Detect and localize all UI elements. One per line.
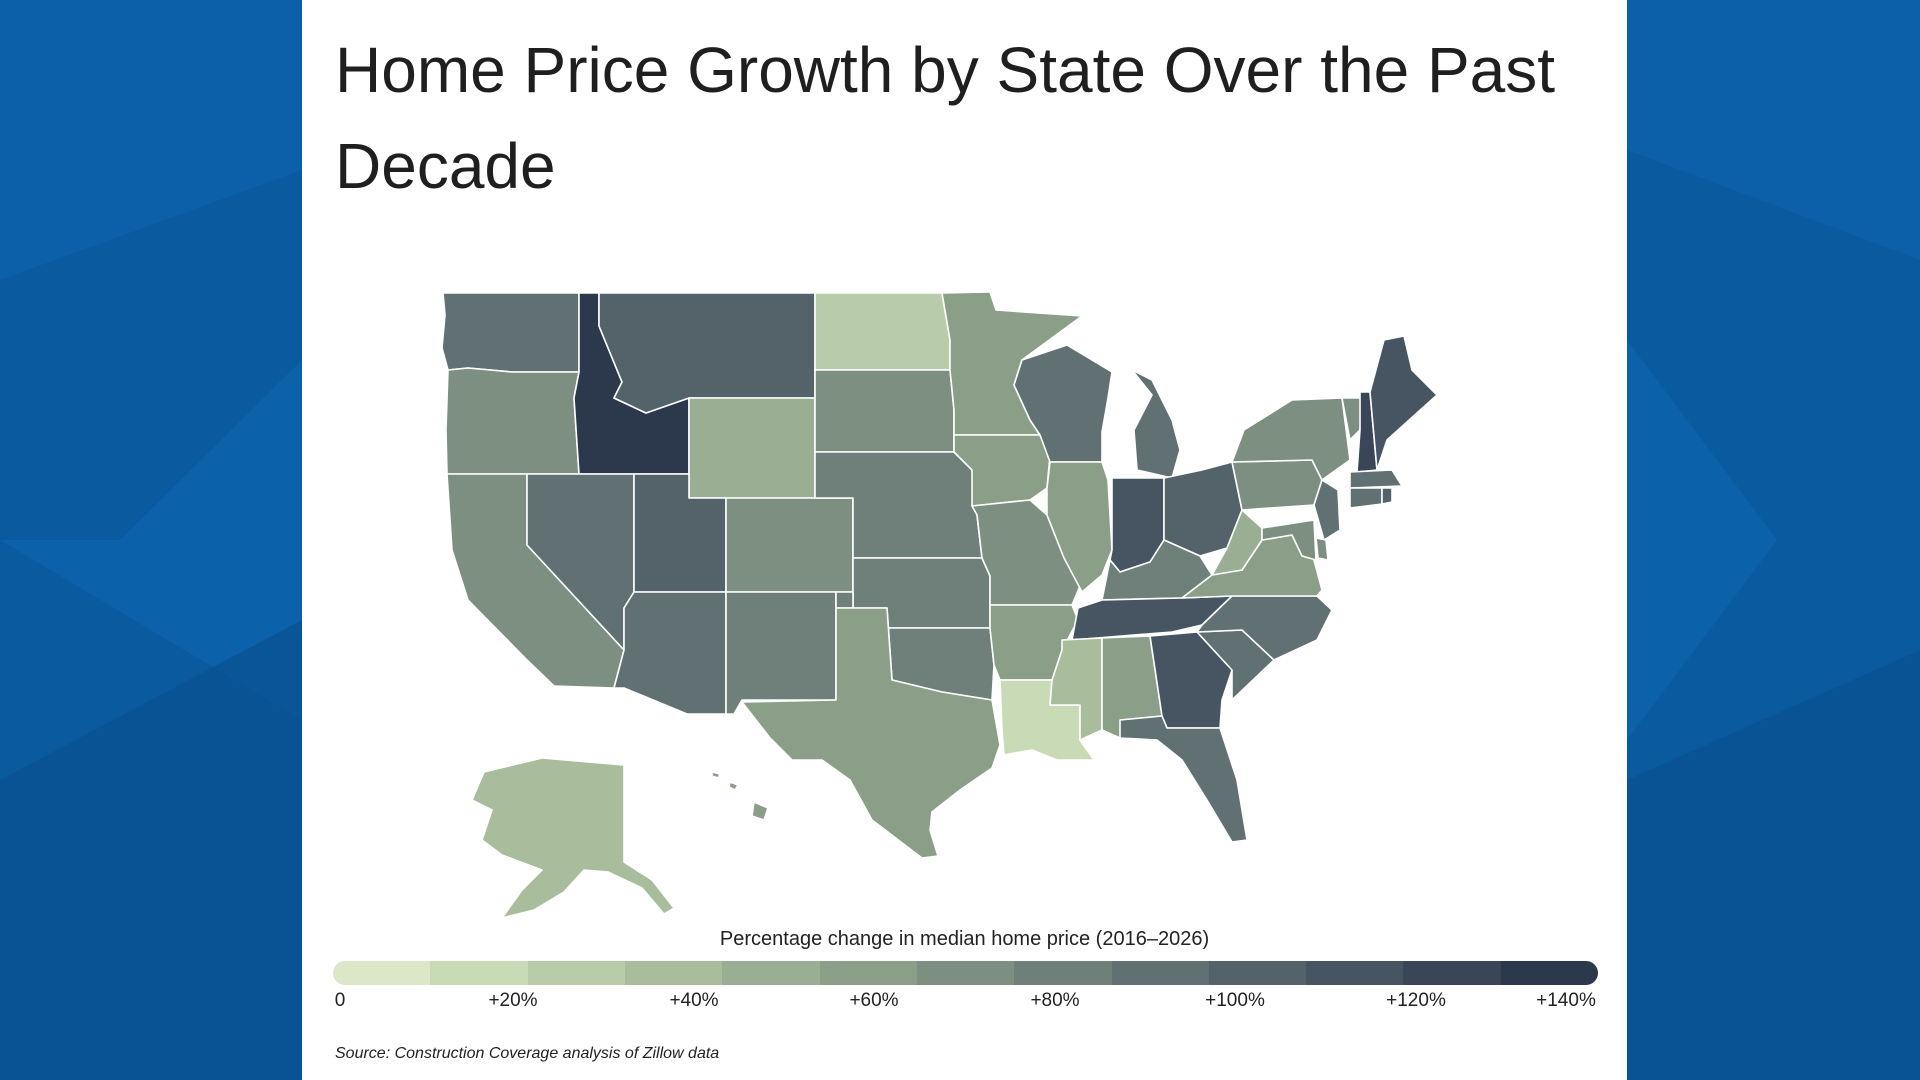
state-FL <box>1119 715 1248 843</box>
legend-swatch-5 <box>819 961 917 985</box>
state-MD <box>1261 519 1317 561</box>
state-PA <box>1231 459 1323 511</box>
state-SD <box>814 369 955 453</box>
legend-swatch-6 <box>916 961 1015 985</box>
state-AK <box>471 757 675 919</box>
legend-swatch-9 <box>1208 961 1307 985</box>
state-AZ <box>613 591 727 715</box>
legend-tick-60: +60% <box>849 990 899 1011</box>
legend-swatch-7 <box>1014 961 1112 985</box>
state-WI <box>1013 344 1113 463</box>
legend-tick-0: 0 <box>334 990 346 1011</box>
state-NJ <box>1313 479 1341 541</box>
legend-swatch-8 <box>1111 961 1209 985</box>
background-right <box>1627 0 1920 1080</box>
state-WY <box>688 397 816 499</box>
background-left <box>0 0 302 1080</box>
legend-swatch-3 <box>624 961 723 985</box>
state-CO <box>725 497 854 593</box>
legend-swatch-12 <box>1500 961 1598 985</box>
color-scale-legend <box>333 961 1598 985</box>
legend-tick-40: +40% <box>669 990 719 1011</box>
state-NY <box>1231 397 1351 481</box>
legend-tick-120: +120% <box>1386 990 1446 1011</box>
legend-swatch-0 <box>333 961 431 985</box>
state-MA <box>1349 469 1403 489</box>
legend-swatch-10 <box>1306 961 1404 985</box>
state-HI <box>711 771 769 821</box>
legend-swatch-1 <box>430 961 528 985</box>
background-pattern-right <box>1627 0 1920 1080</box>
state-WA <box>441 292 580 373</box>
state-ME <box>1369 335 1438 471</box>
state-TX <box>741 607 1001 859</box>
legend-tick-100: +100% <box>1205 990 1265 1011</box>
background-pattern-left <box>0 0 302 1080</box>
legend-tick-20: +20% <box>488 990 538 1011</box>
legend-tick-80: +80% <box>1030 990 1080 1011</box>
state-NM <box>725 591 837 715</box>
state-IL <box>1046 461 1113 593</box>
state-RI <box>1381 487 1393 505</box>
legend-title: Percentage change in median home price (… <box>719 928 1210 950</box>
state-CT <box>1349 487 1383 509</box>
legend-swatch-2 <box>527 961 625 985</box>
legend-swatch-4 <box>722 961 820 985</box>
map-card: Home Price Growth by State Over the Past… <box>302 0 1627 1080</box>
state-MT <box>598 292 816 414</box>
map-title: Home Price Growth by State Over the Past… <box>335 34 1556 202</box>
legend-swatch-11 <box>1403 961 1501 985</box>
legend-tick-140: +140% <box>1536 990 1596 1011</box>
state-MI <box>1131 369 1181 479</box>
state-DE <box>1315 537 1329 561</box>
source-note: Source: Construction Coverage analysis o… <box>335 1045 720 1062</box>
us-choropleth-map <box>441 291 1438 919</box>
legend-tick-labels: 0 +20% +40% +60% +80% +100% +120% +140% <box>333 990 1598 1014</box>
state-OR <box>445 367 580 475</box>
state-ND <box>814 292 951 371</box>
